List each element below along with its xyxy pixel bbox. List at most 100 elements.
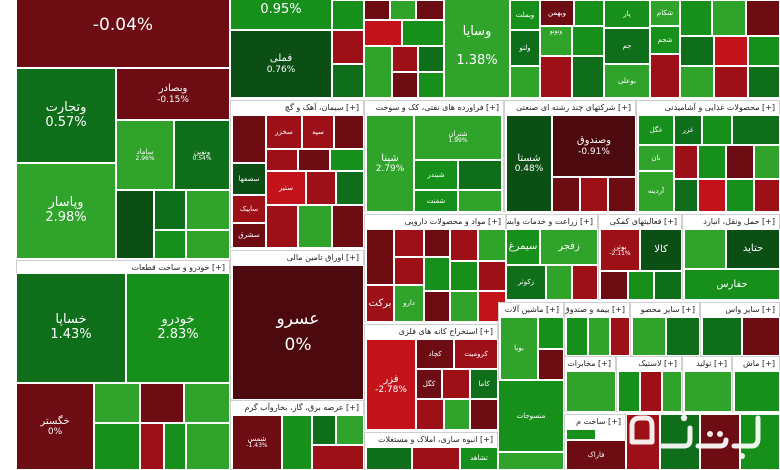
treemap-tile[interactable] <box>154 190 186 230</box>
treemap-tile[interactable] <box>336 415 364 445</box>
treemap-tile[interactable] <box>498 452 564 470</box>
treemap-tile[interactable] <box>650 54 680 98</box>
treemap-tile[interactable] <box>608 177 636 212</box>
treemap-tile[interactable] <box>566 429 596 440</box>
treemap-tile[interactable]: کچاد <box>416 339 454 369</box>
treemap-tile[interactable] <box>666 317 700 356</box>
treemap-tile[interactable] <box>332 30 364 64</box>
treemap-tile[interactable] <box>424 257 450 291</box>
treemap-tile[interactable] <box>334 115 364 149</box>
treemap-tile[interactable] <box>394 229 424 257</box>
treemap-tile[interactable]: -0.04% <box>16 0 230 68</box>
treemap-tile[interactable] <box>450 229 478 261</box>
treemap-tile[interactable]: وپاسار 2.98% <box>16 163 116 259</box>
treemap-tile[interactable] <box>390 0 416 20</box>
sector-header[interactable]: [+] خودرو و ساخت قطعات <box>17 261 229 274</box>
treemap-tile[interactable] <box>674 145 698 179</box>
sector-header[interactable]: [+] ساخت م <box>565 415 625 428</box>
treemap-tile[interactable]: بوتن -2.11% <box>600 229 640 271</box>
treemap-tile[interactable]: سیمرغ <box>506 229 540 265</box>
treemap-tile[interactable] <box>364 20 402 46</box>
treemap-tile[interactable] <box>732 115 780 145</box>
sector-header[interactable]: [+] ماش <box>733 357 779 370</box>
treemap-tile[interactable] <box>640 371 662 412</box>
treemap-tile[interactable]: وصندوق -0.91% <box>552 115 636 177</box>
treemap-tile[interactable]: شستا 0.48% <box>506 115 552 212</box>
treemap-tile[interactable] <box>726 145 754 179</box>
sector-header[interactable]: [+] مواد و محصولات دارویی <box>365 215 505 228</box>
treemap-tile[interactable] <box>680 0 712 36</box>
treemap-tile[interactable]: سصفها <box>232 163 266 195</box>
treemap-tile[interactable]: حفارس <box>684 269 780 300</box>
sector-header[interactable]: [+] لاستیک <box>617 357 681 370</box>
sector-header[interactable]: [+] اوراق تامین مالی <box>231 251 363 264</box>
sector-header[interactable]: [+] حمل ونقل، انبارد <box>683 215 779 228</box>
treemap-tile[interactable]: شبندر <box>414 160 458 190</box>
sector-header[interactable]: [+] عرضه برق، گاز، بخاروآب گرم <box>231 401 363 414</box>
treemap-tile[interactable]: وبهمن <box>540 0 574 26</box>
treemap-tile[interactable] <box>726 179 754 212</box>
treemap-tile[interactable] <box>572 265 598 300</box>
treemap-tile[interactable] <box>266 205 298 248</box>
treemap-tile[interactable] <box>680 66 714 98</box>
sector-header[interactable]: [+] انبوه سازی، املاک و مستغلات <box>365 433 497 446</box>
treemap-tile[interactable] <box>654 271 682 300</box>
treemap-tile[interactable]: ساماد 2.96% <box>116 120 174 190</box>
treemap-tile[interactable]: بوعلی <box>604 64 650 98</box>
treemap-tile[interactable] <box>140 423 164 470</box>
treemap-tile[interactable] <box>392 72 418 98</box>
treemap-tile[interactable] <box>444 399 470 430</box>
treemap-tile[interactable] <box>332 64 364 98</box>
sector-header[interactable]: [+] تولید <box>683 357 731 370</box>
treemap-tile[interactable] <box>702 317 742 356</box>
sector-header[interactable]: [+] شرکتهای چند رشته ای صنعتی <box>505 101 635 114</box>
treemap-tile[interactable] <box>140 383 184 423</box>
treemap-tile[interactable] <box>450 261 478 291</box>
treemap-tile[interactable] <box>566 317 588 356</box>
treemap-tile[interactable] <box>450 291 478 322</box>
treemap-tile[interactable] <box>94 423 140 470</box>
treemap-tile[interactable] <box>186 423 230 470</box>
treemap-tile[interactable] <box>392 46 418 72</box>
treemap-tile[interactable] <box>366 229 394 285</box>
treemap-tile[interactable] <box>754 179 780 212</box>
treemap-tile[interactable]: پار <box>604 0 650 28</box>
treemap-tile[interactable] <box>538 349 564 380</box>
treemap-tile[interactable] <box>632 317 666 356</box>
treemap-tile[interactable] <box>714 66 748 98</box>
treemap-tile[interactable]: کاما <box>470 369 498 399</box>
treemap-tile[interactable]: غزر <box>674 115 702 145</box>
treemap-tile[interactable]: ستیر <box>266 171 306 205</box>
treemap-tile[interactable] <box>546 265 572 300</box>
treemap-tile[interactable] <box>618 371 640 412</box>
treemap-tile[interactable] <box>402 20 444 46</box>
treemap-tile[interactable] <box>684 229 726 269</box>
treemap-tile[interactable] <box>164 423 186 470</box>
treemap-tile[interactable]: غگل <box>638 115 674 145</box>
treemap-tile[interactable] <box>116 190 154 259</box>
treemap-tile[interactable]: وبملت <box>510 0 540 30</box>
treemap-tile[interactable]: دارو <box>394 285 424 322</box>
treemap-tile[interactable] <box>470 399 498 430</box>
treemap-tile[interactable] <box>186 230 230 259</box>
treemap-tile[interactable]: ولتو <box>510 30 540 66</box>
treemap-tile[interactable] <box>442 369 470 399</box>
treemap-tile[interactable]: نان <box>638 145 674 171</box>
treemap-tile[interactable]: حتاید <box>726 229 780 269</box>
treemap-tile[interactable]: 0.95% <box>230 0 332 30</box>
treemap-tile[interactable]: سشرق <box>232 223 266 248</box>
treemap-tile[interactable] <box>680 36 714 66</box>
treemap-tile[interactable] <box>306 171 336 205</box>
treemap-tile[interactable] <box>232 115 266 163</box>
treemap-tile[interactable] <box>186 190 230 230</box>
treemap-tile[interactable]: شجم <box>650 26 680 54</box>
treemap-tile[interactable] <box>94 383 140 423</box>
treemap-tile[interactable] <box>660 414 700 470</box>
treemap-tile[interactable] <box>742 317 780 356</box>
treemap-tile[interactable] <box>478 261 506 291</box>
treemap-tile[interactable]: شمس -1.43% <box>232 415 282 470</box>
treemap-tile[interactable]: فاراک <box>566 440 626 470</box>
treemap-tile[interactable] <box>714 36 748 66</box>
treemap-tile[interactable] <box>628 271 654 300</box>
treemap-tile[interactable] <box>572 56 604 98</box>
